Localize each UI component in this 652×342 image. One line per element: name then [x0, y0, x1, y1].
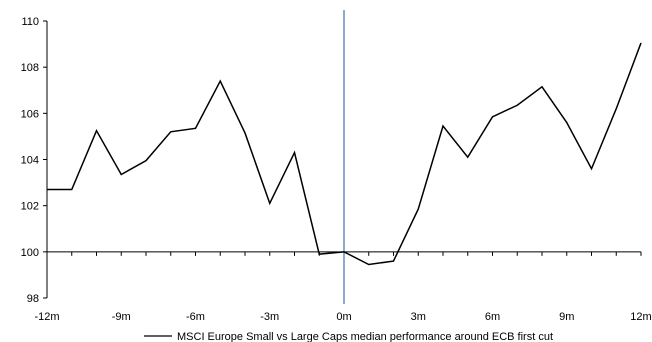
series-line: [47, 42, 642, 266]
y-tick-label: 98: [27, 293, 39, 305]
x-tick-label: -9m: [112, 311, 131, 323]
legend: MSCI Europe Small vs Large Caps median p…: [144, 331, 553, 342]
y-tick-label: 102: [21, 201, 39, 213]
y-tick-label: 108: [21, 62, 39, 74]
x-tick-label: -3m: [260, 311, 279, 323]
y-tick-label: 106: [21, 108, 39, 120]
x-tick-label: 9m: [559, 311, 574, 323]
x-axis: -12m -9m -6m -3m 0m 3m 6m 9m 12m: [34, 251, 652, 323]
series-layer: [47, 42, 642, 266]
x-tick-label: -6m: [186, 311, 205, 323]
x-tick-label: 12m: [630, 311, 651, 323]
y-tick-label: 110: [21, 16, 39, 28]
y-tick-label: 104: [21, 155, 39, 167]
legend-label: MSCI Europe Small vs Large Caps median p…: [177, 331, 553, 342]
x-tick-label: 0m: [336, 311, 351, 323]
x-tick-label: 3m: [411, 311, 426, 323]
y-tick-label: 100: [21, 247, 39, 259]
x-tick-label: 6m: [485, 311, 500, 323]
x-tick-label: -12m: [34, 311, 59, 323]
y-axis: 98 100 102 104 106 108 110: [21, 16, 48, 305]
